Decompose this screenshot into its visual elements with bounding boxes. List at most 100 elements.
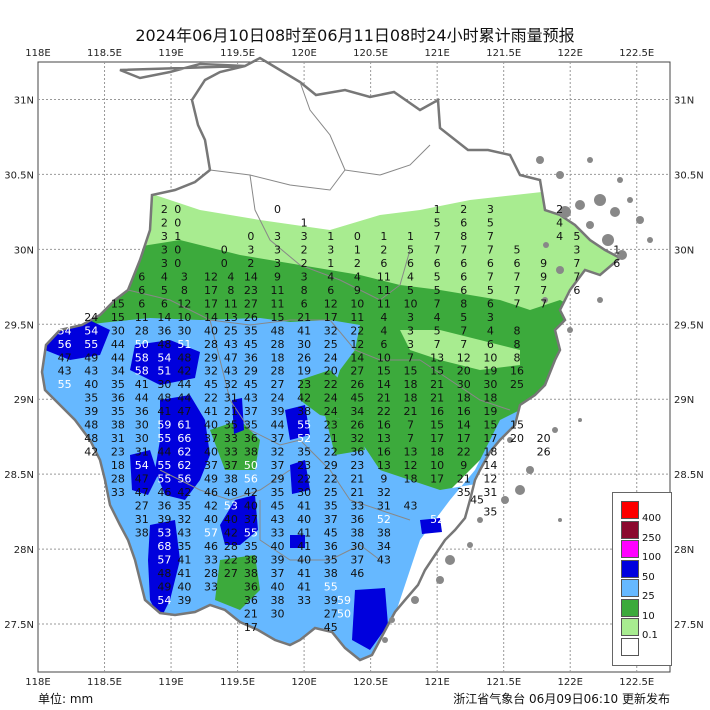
- station-value: 6: [138, 297, 145, 310]
- station-value: 22: [297, 473, 311, 486]
- station-value: 7: [513, 270, 520, 283]
- station-value: 6: [301, 297, 308, 310]
- station-value: 16: [430, 405, 444, 418]
- station-value: 6: [487, 297, 494, 310]
- legend-label: 0.1: [642, 630, 658, 641]
- station-value: 38: [244, 567, 258, 580]
- station-value: 43: [224, 338, 238, 351]
- x-tick-bottom: 120.5E: [353, 677, 388, 688]
- station-value: 45: [270, 500, 284, 513]
- station-value: 7: [434, 297, 441, 310]
- station-value: 36: [324, 540, 338, 553]
- station-value: 10: [404, 297, 418, 310]
- station-value: 42: [297, 392, 311, 405]
- station-value: 12: [177, 297, 191, 310]
- station-value: 4: [227, 270, 234, 283]
- station-value: 4: [327, 270, 334, 283]
- station-value: 3: [301, 270, 308, 283]
- station-value: 35: [324, 500, 338, 513]
- station-value: 24: [270, 392, 284, 405]
- station-value: 13: [430, 351, 444, 364]
- station-value: 33: [224, 432, 238, 445]
- station-value: 9: [274, 270, 281, 283]
- station-value: 3: [407, 311, 414, 324]
- station-value: 38: [135, 527, 149, 540]
- station-value: 2: [380, 243, 387, 256]
- station-value: 41: [157, 405, 171, 418]
- station-value: 18: [430, 446, 444, 459]
- station-value: 38: [244, 446, 258, 459]
- station-value: 30: [457, 378, 471, 391]
- legend-swatch: [621, 520, 639, 539]
- station-value: 38: [244, 554, 258, 567]
- station-value: 3: [247, 243, 254, 256]
- station-value: 36: [350, 446, 364, 459]
- station-value: 55: [157, 473, 171, 486]
- station-value: 9: [540, 270, 547, 283]
- station-value: 35: [244, 324, 258, 337]
- issuer-label: 浙江省气象台 06月09日06:10 更新发布: [453, 692, 670, 706]
- y-tick-left: 30N: [14, 245, 34, 256]
- station-value: 11: [350, 311, 364, 324]
- station-value: 51: [157, 365, 171, 378]
- station-value: 38: [224, 473, 238, 486]
- legend-swatch: [621, 579, 639, 597]
- station-value: 37: [244, 405, 258, 418]
- x-tick-top: 121E: [424, 48, 449, 59]
- station-value: 0: [174, 257, 181, 270]
- station-value: 61: [177, 419, 191, 432]
- station-value: 6: [460, 216, 467, 229]
- station-value: 7: [460, 243, 467, 256]
- station-value: 3: [274, 230, 281, 243]
- station-value: 14: [204, 311, 218, 324]
- station-value: 48: [157, 392, 171, 405]
- station-value: 6: [487, 338, 494, 351]
- station-value: 0: [274, 203, 281, 216]
- station-value: 48: [270, 324, 284, 337]
- station-value: 30: [135, 419, 149, 432]
- station-value: 20: [510, 432, 524, 445]
- station-value: 6: [327, 284, 334, 297]
- station-value: 7: [513, 297, 520, 310]
- station-value: 32: [224, 378, 238, 391]
- station-value: 40: [204, 324, 218, 337]
- station-value: 38: [377, 527, 391, 540]
- station-value: 41: [297, 500, 311, 513]
- station-value: 5: [407, 284, 414, 297]
- station-value: 30: [297, 338, 311, 351]
- station-value: 24: [324, 405, 338, 418]
- station-value: 35: [111, 378, 125, 391]
- station-value: 49: [84, 351, 98, 364]
- station-value: 45: [204, 378, 218, 391]
- station-value: 29: [244, 365, 258, 378]
- station-value: 36: [244, 351, 258, 364]
- station-value: 21: [430, 378, 444, 391]
- station-value: 6: [434, 257, 441, 270]
- station-value: 21: [457, 473, 471, 486]
- station-value: 40: [84, 378, 98, 391]
- station-value: 1: [434, 203, 441, 216]
- station-value: 37: [204, 432, 218, 445]
- station-value: 29: [204, 351, 218, 364]
- station-value: 30: [350, 540, 364, 553]
- station-value: 42: [244, 486, 258, 499]
- station-value: 12: [404, 459, 418, 472]
- station-value: 30: [483, 378, 497, 391]
- station-value: 5: [407, 243, 414, 256]
- station-value: 11: [377, 297, 391, 310]
- station-value: 12: [457, 351, 471, 364]
- station-value: 13: [377, 459, 391, 472]
- station-value: 68: [157, 540, 171, 553]
- x-tick-top: 120.5E: [353, 48, 388, 59]
- station-value: 6: [407, 257, 414, 270]
- station-value: 11: [135, 311, 149, 324]
- station-value: 42: [177, 365, 191, 378]
- station-value: 46: [204, 486, 218, 499]
- station-value: 6: [460, 284, 467, 297]
- station-value: 34: [111, 365, 125, 378]
- station-value: 55: [157, 432, 171, 445]
- station-value: 15: [430, 419, 444, 432]
- station-value: 12: [204, 270, 218, 283]
- station-value: 56: [58, 338, 72, 351]
- station-value: 23: [350, 459, 364, 472]
